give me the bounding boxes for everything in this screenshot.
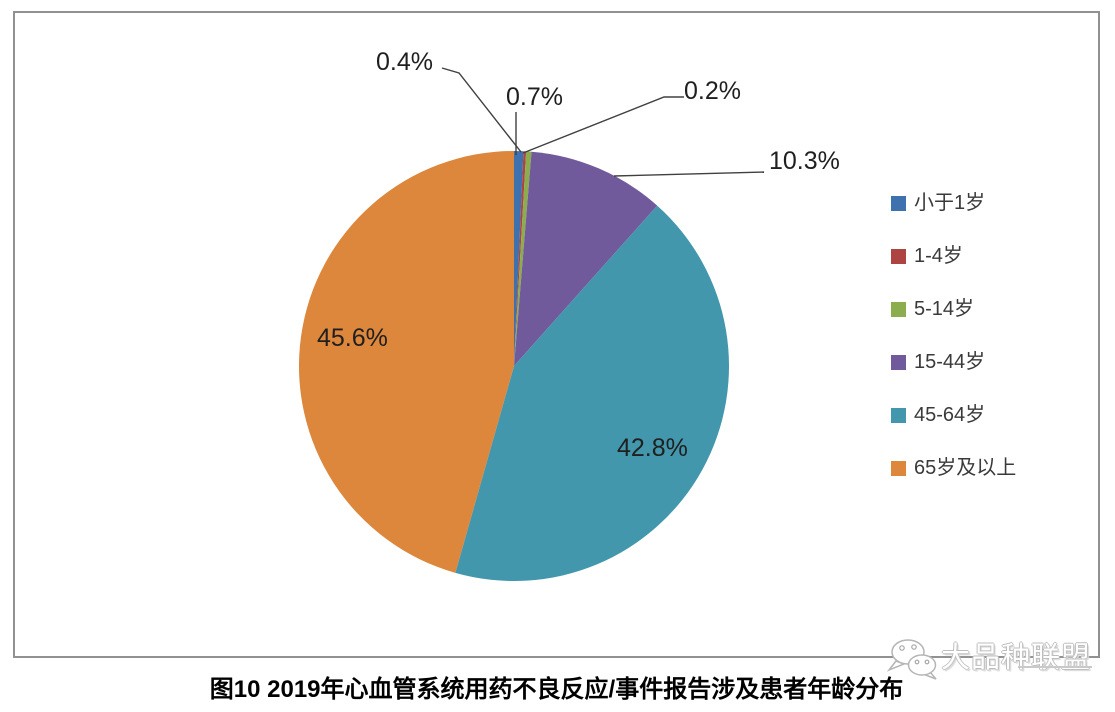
figure-caption: 图10 2019年心血管系统用药不良反应/事件报告涉及患者年龄分布 [209,676,904,703]
legend-item-65-plus: 65岁及以上 [891,457,1016,480]
pie-slice-0 [514,151,524,366]
legend-item-1-4: 1-4岁 [891,245,1016,268]
pie-slice-3 [514,151,658,366]
legend-swatch-5-14 [891,302,906,317]
data-label-1-4: 0.2% [684,77,741,105]
legend-item-5-14: 5-14岁 [891,298,1016,321]
data-label-5-14: 0.4% [376,48,433,76]
pie-slice-1 [514,151,527,366]
data-label-15-44: 10.3% [769,147,840,175]
pie-slices [298,150,730,582]
legend-label: 小于1岁 [914,192,986,214]
legend-swatch-65-plus [891,461,906,476]
wechat-icon [886,639,937,680]
data-label-under-1: 0.7% [506,83,563,111]
data-label-65-plus: 45.6% [317,324,388,352]
legend-label: 15-44岁 [914,351,986,373]
leader-line-5-14 [441,67,522,153]
leader-line-1-4 [522,96,684,154]
legend: 小于1岁 1-4岁 5-14岁 15-44岁 45-64岁 65岁及以上 [891,192,1016,480]
pie-slice-4 [455,205,730,582]
legend-label: 45-64岁 [914,404,986,426]
legend-label: 65岁及以上 [914,457,1017,479]
leader-line-15-44 [613,171,765,177]
watermark-text: 大品种联盟 [941,642,1092,674]
legend-label: 1-4岁 [914,245,963,267]
watermark-underline [1018,666,1092,668]
legend-swatch-under-1 [891,196,906,211]
legend-item-45-64: 45-64岁 [891,404,1016,427]
legend-swatch-45-64 [891,408,906,423]
pie-slice-2 [514,151,532,366]
data-label-45-64: 42.8% [617,434,688,462]
legend-item-15-44: 15-44岁 [891,351,1016,374]
legend-swatch-15-44 [891,355,906,370]
legend-label: 5-14岁 [914,298,975,320]
legend-swatch-1-4 [891,249,906,264]
legend-item-under-1: 小于1岁 [891,192,1016,215]
pie-slice-5 [298,150,514,573]
